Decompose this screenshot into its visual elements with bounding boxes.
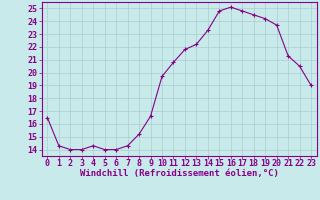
X-axis label: Windchill (Refroidissement éolien,°C): Windchill (Refroidissement éolien,°C)	[80, 169, 279, 178]
